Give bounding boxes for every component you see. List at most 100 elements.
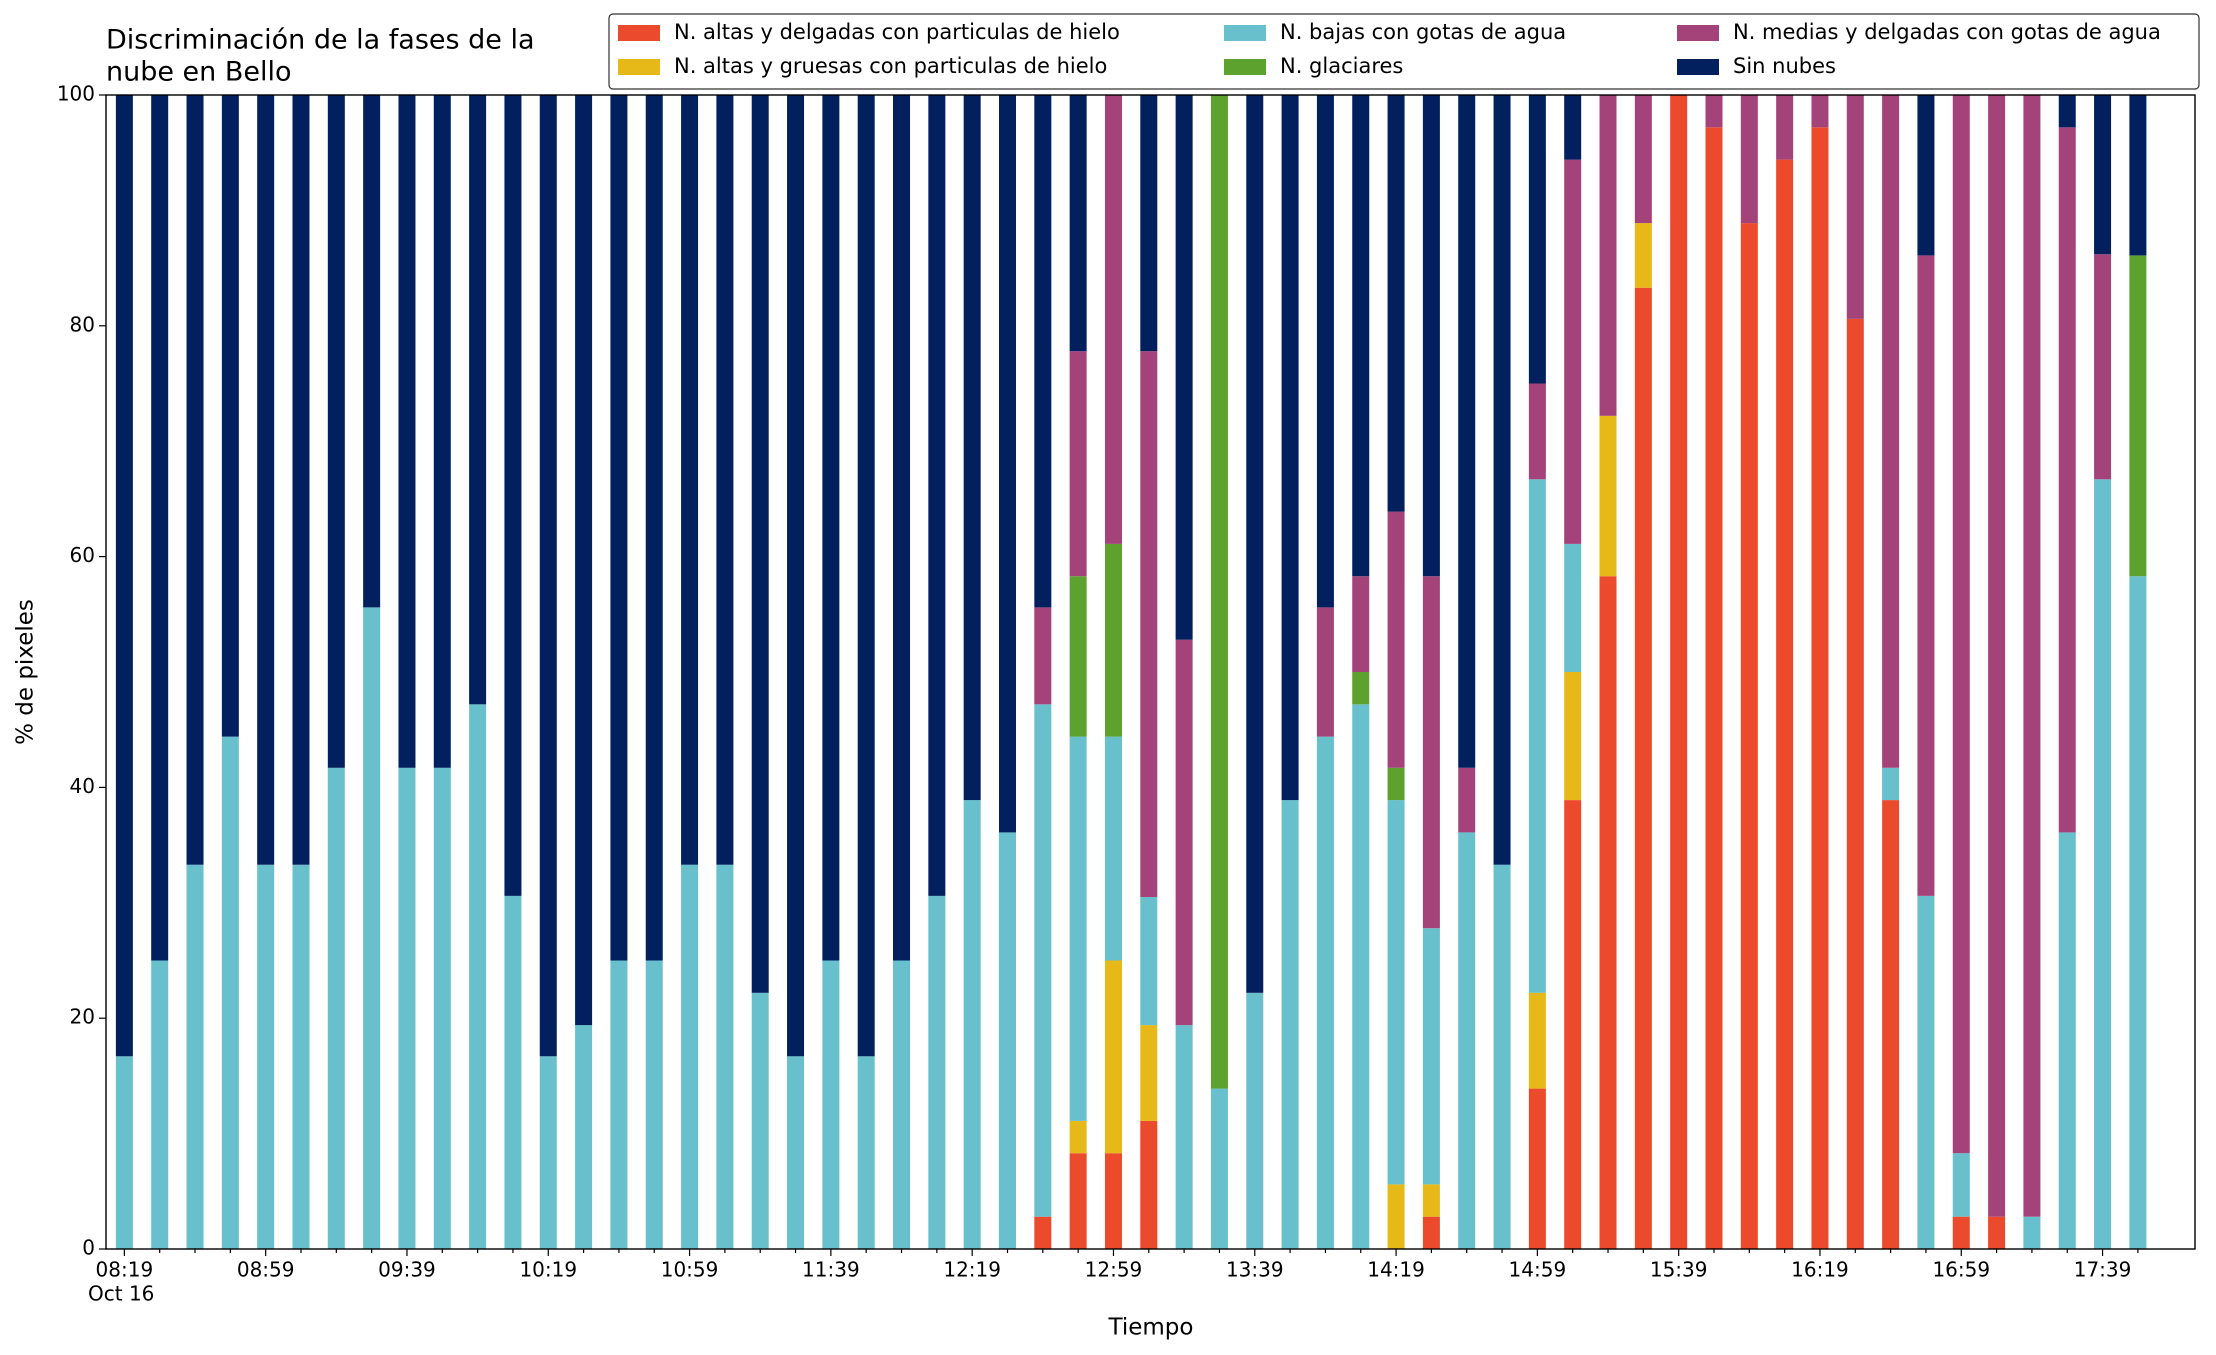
x-date-label: Oct 16: [88, 1282, 154, 1306]
bar-segment: [1387, 800, 1405, 1185]
bar-segment: [1811, 95, 1829, 128]
bar-segment: [2058, 832, 2076, 1249]
bar-segment: [1069, 1120, 1087, 1154]
bar-segment: [186, 95, 204, 865]
bar-segment: [822, 95, 840, 961]
legend-label: N. glaciares: [1280, 54, 1403, 78]
bar-segment: [1705, 95, 1723, 128]
bar-segment: [1846, 318, 1864, 1250]
bar-segment: [539, 1056, 557, 1249]
x-tick-label: 14:59: [1509, 1258, 1567, 1282]
bar-segment: [1528, 1088, 1546, 1249]
bar-segment: [2058, 127, 2076, 833]
x-tick-label: 08:19: [96, 1258, 154, 1282]
bar-segment: [716, 864, 734, 1249]
bar-segment: [998, 95, 1016, 833]
y-tick-label: 80: [70, 312, 95, 336]
bar-segment: [751, 992, 769, 1249]
legend-swatch: [1224, 59, 1266, 75]
y-tick-label: 100: [57, 82, 95, 106]
bar-segment: [151, 95, 169, 961]
bar-segment: [1882, 95, 1900, 768]
bar-segment: [1316, 95, 1334, 608]
bar-segment: [1988, 1216, 2006, 1249]
bar-segment: [1352, 704, 1370, 1249]
legend-label: Sin nubes: [1733, 54, 1836, 78]
legend-label: N. altas y delgadas con particulas de hi…: [674, 20, 1120, 44]
bar-segment: [1352, 576, 1370, 672]
bar-segment: [539, 95, 557, 1057]
bar-segment: [257, 864, 275, 1249]
bar-segment: [1140, 897, 1158, 1026]
bar-segment: [963, 95, 981, 801]
bar-segment: [1564, 95, 1582, 160]
bar-segment: [1952, 1216, 1970, 1249]
y-tick-label: 40: [70, 774, 95, 798]
bar-segment: [433, 767, 451, 1249]
chart-title: Discriminación de la fases de la: [106, 25, 535, 56]
legend-swatch: [618, 25, 660, 41]
bar-segment: [2129, 95, 2147, 256]
bar-segment: [1034, 95, 1052, 608]
bar-segment: [1104, 95, 1122, 544]
bar-segment: [1528, 992, 1546, 1089]
x-axis-label: Tiempo: [1108, 1315, 1194, 1341]
x-tick-label: 16:19: [1791, 1258, 1849, 1282]
bar-segment: [1599, 576, 1617, 1249]
bar-segment: [1705, 127, 1723, 1249]
legend-swatch: [618, 59, 660, 75]
bar-segment: [610, 95, 628, 961]
x-tick-label: 13:39: [1226, 1258, 1284, 1282]
bar-segment: [1140, 1025, 1158, 1121]
bar-segment: [1422, 1184, 1440, 1217]
bar-segment: [1458, 832, 1476, 1249]
bar-segment: [1846, 95, 1864, 319]
bar-segment: [1104, 960, 1122, 1154]
bar-segment: [1634, 287, 1652, 1249]
bar-segment: [1352, 672, 1370, 705]
bar-segment: [1882, 800, 1900, 1249]
bar-segment: [1634, 223, 1652, 288]
bar-segment: [2094, 479, 2112, 1250]
bar-segment: [575, 1025, 593, 1249]
bar-segment: [1387, 767, 1405, 801]
bar-segment: [893, 960, 911, 1249]
bar-segment: [645, 95, 663, 961]
bar-segment: [1599, 415, 1617, 577]
bar-segment: [1634, 95, 1652, 224]
bar-segment: [1210, 1088, 1228, 1249]
bar-segment: [469, 704, 487, 1249]
bar-segment: [1422, 1216, 1440, 1249]
bar-segment: [1069, 95, 1087, 352]
bar-segment: [857, 1056, 875, 1249]
x-tick-label: 16:59: [1932, 1258, 1990, 1282]
bar-segment: [257, 95, 275, 865]
chart-title: nube en Bello: [106, 57, 292, 88]
bar-segment: [1670, 95, 1688, 1249]
x-tick-label: 10:59: [661, 1258, 719, 1282]
bar-segment: [893, 95, 911, 961]
bar-segment: [645, 960, 663, 1249]
bar-segment: [1740, 223, 1758, 1249]
bar-segment: [504, 895, 522, 1249]
bar-segment: [1952, 1153, 1970, 1217]
bar-segment: [221, 95, 239, 737]
bar-segment: [928, 895, 946, 1249]
bar-segment: [151, 960, 169, 1249]
bar-segment: [1387, 95, 1405, 512]
legend-swatch: [1677, 25, 1719, 41]
bar-segment: [1316, 736, 1334, 1249]
bar-segment: [1246, 95, 1264, 993]
plot-frame: [105, 94, 2196, 1250]
legend-box: [608, 13, 2200, 90]
bar-segment: [2129, 255, 2147, 577]
bar-segment: [469, 95, 487, 705]
bar-segment: [998, 832, 1016, 1249]
bar-segment: [2094, 95, 2112, 255]
bar-segment: [2058, 95, 2076, 128]
bar-segment: [1528, 95, 1546, 384]
bar-segment: [1316, 607, 1334, 737]
bar-segment: [363, 607, 381, 1249]
bar-segment: [1034, 1216, 1052, 1249]
bar-segment: [575, 95, 593, 1026]
